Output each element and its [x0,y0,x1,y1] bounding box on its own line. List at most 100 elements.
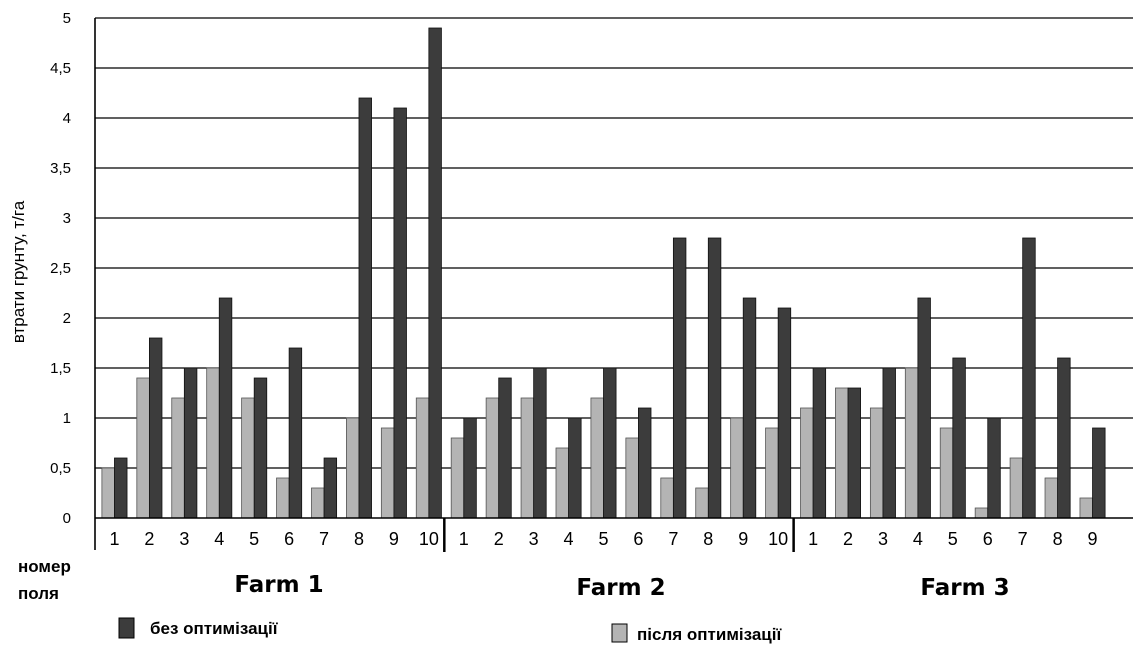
bar-after [590,397,604,519]
x-axis-categories: 1 2 3 4 5 6 7 8 9 10 1 2 3 4 5 6 7 8 9 10 1 2 3 4 5 6 7 8 9 [109,529,1097,549]
x-category-label: 4 [564,529,574,549]
bar-before [288,347,303,519]
legend-label-after: після оптимізації [637,625,782,644]
bar-after [660,477,674,519]
bar-before [812,367,827,519]
bar-before [952,357,966,519]
bar-before [463,417,477,519]
bar-before [742,297,757,519]
bar-before [707,237,722,519]
bar-before [183,367,198,519]
x-category-label: 1 [109,529,119,549]
x-axis-label-line-1: номер [18,557,71,576]
x-category-label: 6 [983,529,993,549]
bar-before [882,367,896,519]
x-category-label: 5 [948,529,958,549]
bar-before [148,337,163,519]
bar-before [253,377,268,519]
legend-label-before: без оптимізації [150,619,279,638]
bar-after [206,367,220,519]
y-tick-label: 3,5 [50,160,71,177]
x-category-label: 3 [878,529,888,549]
gridlines [95,17,1133,469]
x-category-label: 9 [1088,529,1098,549]
x-category-label: 4 [913,529,923,549]
bar-after [276,477,290,519]
x-category-label: 8 [703,529,713,549]
bar-after [311,487,325,519]
group-label-farm-3: Farm 3 [920,575,1009,601]
bar-after [171,397,185,519]
bar-before [917,297,931,519]
bar-after [485,397,500,519]
bar-before [323,457,338,519]
bar-before [638,407,652,519]
bar-after [730,417,744,519]
x-category-label: 7 [668,529,678,549]
bar-before [533,367,547,519]
x-category-label: 3 [529,529,539,549]
y-tick-label: 5 [63,10,71,27]
bar-after [695,487,709,519]
bar-before [498,377,512,519]
y-tick-label: 0 [63,510,71,527]
bar-before [1092,427,1106,519]
bar-after [555,447,569,519]
x-category-label: 6 [633,529,643,549]
bar-after [625,437,639,519]
bar-before [847,387,861,519]
bar-after [241,397,255,519]
axes [94,18,1133,552]
bar-after [450,437,465,519]
x-category-label: 7 [1018,529,1028,549]
y-tick-label: 0,5 [50,460,71,477]
bar-after [974,507,989,519]
bar-after [765,427,779,519]
x-category-label: 10 [768,529,788,549]
bar-before [218,297,233,519]
x-category-label: 10 [419,529,439,549]
y-tick-label: 1,5 [50,360,71,377]
legend-swatch-before [118,617,135,639]
x-category-label: 5 [249,529,259,549]
x-category-label: 2 [494,529,504,549]
x-category-label: 1 [459,529,469,549]
bar-before [568,417,582,519]
bar-after [1044,477,1059,519]
x-category-label: 6 [284,529,294,549]
x-category-label: 5 [598,529,608,549]
bar-before [1057,357,1071,519]
x-category-label: 9 [738,529,748,549]
bar-after [101,467,115,519]
x-category-label: 7 [319,529,329,549]
bar-before [428,27,442,519]
x-category-label: 2 [843,529,853,549]
bar-before [672,237,687,519]
y-tick-label: 4 [63,110,71,127]
x-category-label: 8 [1053,529,1063,549]
bar-after [346,417,360,519]
bar-before [358,97,372,519]
y-tick-label: 2,5 [50,260,71,277]
y-tick-label: 4,5 [50,60,71,77]
bar-after [1009,457,1024,519]
x-axis-label-line-2: поля [18,584,59,603]
bar-before [777,307,792,519]
group-label-farm-2: Farm 2 [576,575,665,601]
bar-after [835,387,849,519]
bar-after [904,367,919,519]
bar-after [520,397,535,519]
y-tick-label: 1 [63,410,71,427]
x-category-label: 1 [808,529,818,549]
legend: без оптимізації після оптимізації [118,617,782,644]
bar-before [987,417,1001,519]
bar-before [393,107,407,519]
x-category-label: 2 [144,529,154,549]
group-label-farm-1: Farm 1 [234,572,323,598]
bar-before [1022,237,1036,519]
bar-after [380,427,395,519]
bar-after [800,407,814,519]
bars [101,27,1106,519]
x-category-label: 8 [354,529,364,549]
